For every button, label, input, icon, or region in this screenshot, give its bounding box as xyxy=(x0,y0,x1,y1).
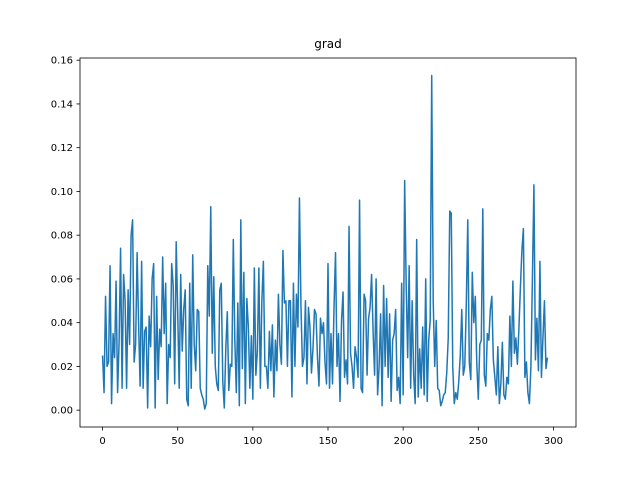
axes-frame xyxy=(79,57,577,428)
y-axis: 0.00 0.02 0.04 0.06 0.08 0.10 0.12 0.14 0.16 xyxy=(51,56,80,417)
y-tick-label: 0.02 xyxy=(51,362,73,373)
y-tick-label: 0.14 xyxy=(51,99,73,110)
x-tick-label: 250 xyxy=(469,436,488,447)
y-tick-label: 0.04 xyxy=(51,318,73,329)
y-tick-label: 0.06 xyxy=(51,274,73,285)
x-tick-label: 150 xyxy=(318,436,337,447)
x-tick-label: 300 xyxy=(544,436,563,447)
x-tick-label: 0 xyxy=(99,436,105,447)
y-tick-label: 0.12 xyxy=(51,143,73,154)
x-tick-label: 100 xyxy=(243,436,262,447)
x-tick-label: 50 xyxy=(171,436,184,447)
plot-area xyxy=(101,74,549,410)
x-tick-label: 200 xyxy=(394,436,413,447)
y-tick-label: 0.08 xyxy=(51,231,73,242)
series-line-0 xyxy=(101,74,549,410)
y-tick-label: 0.00 xyxy=(51,406,73,417)
x-axis: 0 50 100 150 200 250 300 xyxy=(99,427,563,447)
y-tick-label: 0.16 xyxy=(51,56,73,67)
chart-title: grad xyxy=(314,37,342,51)
y-tick-label: 0.10 xyxy=(51,187,73,198)
